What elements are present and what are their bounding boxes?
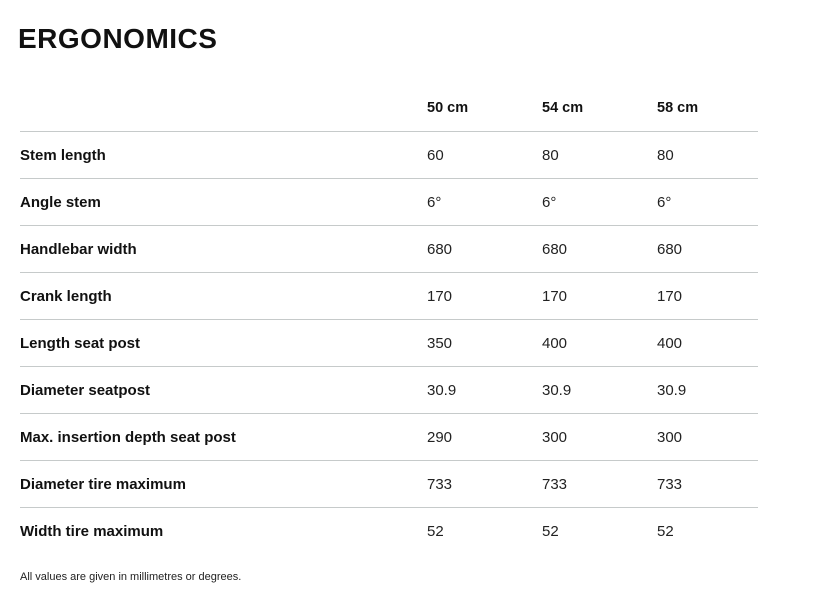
header-empty-cell bbox=[20, 85, 427, 132]
value-cell: 350 bbox=[427, 334, 453, 352]
value-cell: 30.9 bbox=[427, 381, 457, 399]
value-cell: 733 bbox=[657, 475, 683, 493]
row-label: Max. insertion depth seat post bbox=[20, 428, 236, 446]
column-header: 50 cm bbox=[427, 100, 469, 116]
value-cell: 680 bbox=[542, 240, 568, 258]
ergonomics-table: 50 cm 54 cm 58 cm Stem length 60 80 80 Angle s… bbox=[20, 85, 758, 554]
value-cell: 733 bbox=[542, 475, 568, 493]
table-row: Length seat post 350 400 400 bbox=[20, 319, 758, 367]
table-row: Angle stem 6° 6° 6° bbox=[20, 178, 758, 226]
value-cell: 52 bbox=[542, 522, 559, 540]
table-row: Width tire maximum 52 52 52 bbox=[20, 507, 758, 555]
value-cell: 30.9 bbox=[657, 381, 687, 399]
value-cell: 6° bbox=[427, 193, 442, 211]
table-row: Max. insertion depth seat post 290 300 300 bbox=[20, 413, 758, 461]
row-label: Width tire maximum bbox=[20, 522, 164, 540]
footnote: All values are given in millimetres or d… bbox=[20, 571, 242, 583]
row-label: Length seat post bbox=[20, 334, 141, 352]
table-header-row: 50 cm 54 cm 58 cm bbox=[20, 85, 758, 132]
row-label: Diameter tire maximum bbox=[20, 475, 186, 493]
section-title: ERGONOMICS bbox=[18, 23, 218, 54]
value-cell: 300 bbox=[542, 428, 568, 446]
value-cell: 733 bbox=[427, 475, 453, 493]
value-cell: 6° bbox=[542, 193, 557, 211]
value-cell: 170 bbox=[427, 287, 453, 305]
table-row: Diameter tire maximum 733 733 733 bbox=[20, 460, 758, 508]
value-cell: 52 bbox=[657, 522, 674, 540]
row-label: Diameter seatpost bbox=[20, 381, 151, 399]
value-cell: 680 bbox=[427, 240, 453, 258]
value-cell: 30.9 bbox=[542, 381, 572, 399]
value-cell: 400 bbox=[657, 334, 683, 352]
table-row: Diameter seatpost 30.9 30.9 30.9 bbox=[20, 366, 758, 414]
row-label: Stem length bbox=[20, 146, 106, 164]
value-cell: 300 bbox=[657, 428, 683, 446]
table-row: Handlebar width 680 680 680 bbox=[20, 225, 758, 273]
table-row: Stem length 60 80 80 bbox=[20, 131, 758, 179]
value-cell: 80 bbox=[657, 146, 674, 164]
table-row: Crank length 170 170 170 bbox=[20, 272, 758, 320]
column-header: 58 cm bbox=[657, 100, 699, 116]
value-cell: 400 bbox=[542, 334, 568, 352]
column-header: 54 cm bbox=[542, 100, 584, 116]
value-cell: 52 bbox=[427, 522, 444, 540]
value-cell: 60 bbox=[427, 146, 444, 164]
row-label: Angle stem bbox=[20, 193, 101, 211]
value-cell: 170 bbox=[542, 287, 568, 305]
value-cell: 6° bbox=[657, 193, 672, 211]
value-cell: 170 bbox=[657, 287, 683, 305]
row-label: Crank length bbox=[20, 287, 112, 305]
value-cell: 290 bbox=[427, 428, 453, 446]
row-label: Handlebar width bbox=[20, 240, 137, 258]
value-cell: 80 bbox=[542, 146, 559, 164]
value-cell: 680 bbox=[657, 240, 683, 258]
